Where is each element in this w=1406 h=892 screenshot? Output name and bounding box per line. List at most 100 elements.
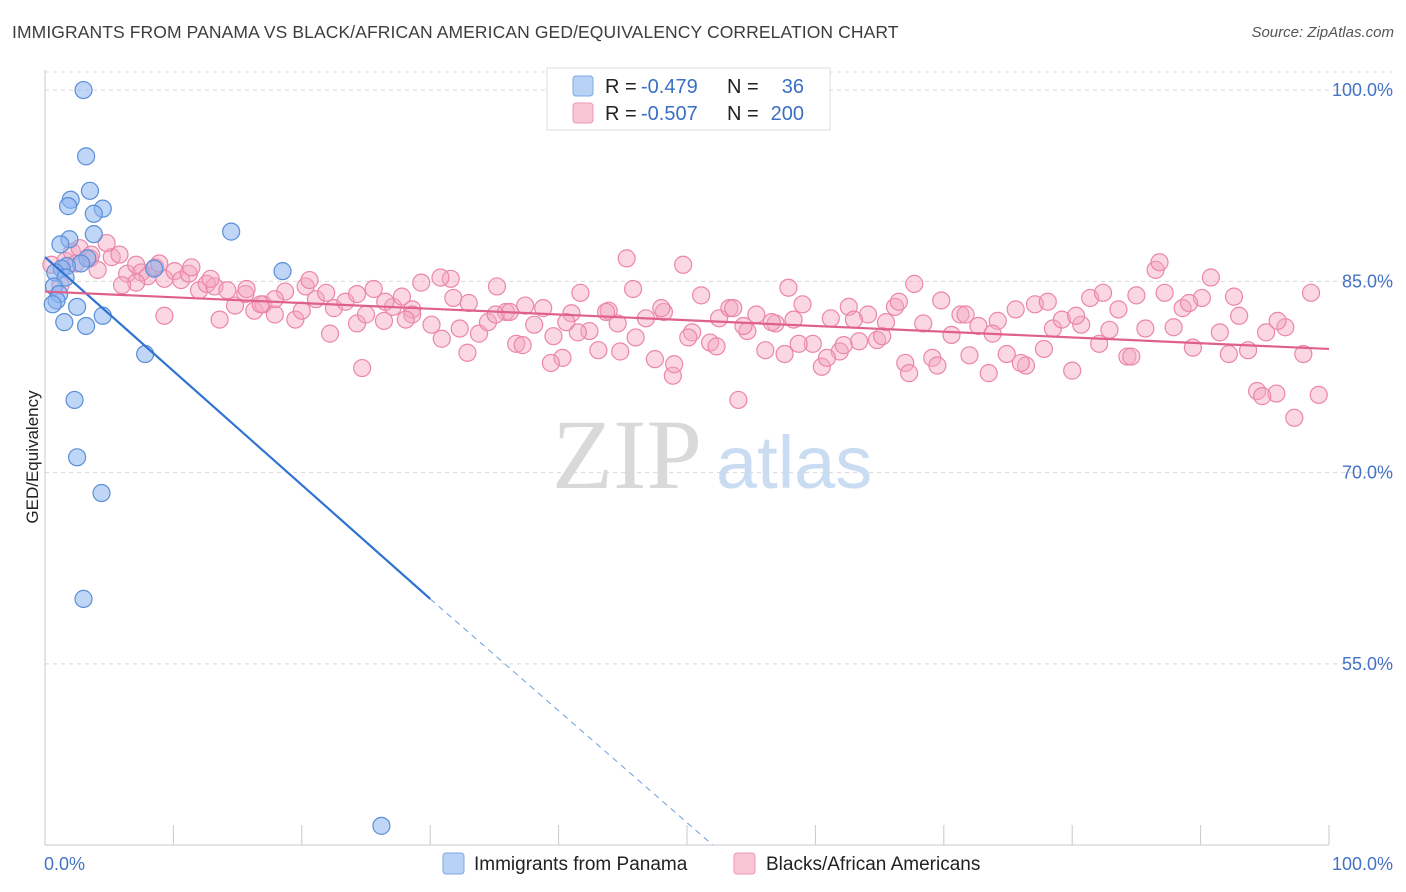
blacks-point-193 — [557, 313, 576, 332]
blacks-point-83 — [812, 357, 831, 376]
blacks-point-52 — [525, 315, 544, 334]
panama-point-29 — [67, 448, 87, 467]
blacks-point-87 — [849, 332, 869, 351]
blacks-point-20 — [218, 281, 237, 300]
blacks-point-191 — [444, 288, 463, 308]
series-legend: Immigrants from Panama Blacks/African Am… — [442, 852, 980, 875]
blacks-point-145 — [1066, 306, 1086, 325]
blacks-point-168 — [431, 268, 450, 287]
panama-point-8 — [84, 225, 103, 244]
blacks-point-159 — [679, 328, 698, 347]
blacks-point-104 — [1006, 300, 1025, 319]
panama-point-10 — [51, 235, 70, 254]
blacks-point-196 — [724, 299, 743, 318]
blacks-point-143 — [1122, 347, 1141, 366]
panama-point-0 — [74, 80, 93, 100]
blacks-point-125 — [1201, 268, 1220, 287]
source-label: Source: ZipAtlas.com — [1251, 24, 1394, 41]
blacks-point-176 — [210, 310, 229, 329]
blacks-point-110 — [1063, 361, 1082, 380]
blacks-point-140 — [1224, 287, 1244, 306]
blacks-point-186 — [201, 269, 220, 288]
blacks-point-198 — [834, 336, 853, 355]
panama-point-32 — [372, 816, 391, 835]
blacks-point-127 — [1219, 344, 1238, 364]
panama-point-23 — [67, 297, 87, 316]
blacks-point-27 — [286, 310, 305, 329]
blacks-point-178 — [155, 306, 174, 325]
panama-point-31 — [74, 589, 93, 608]
panama-point-1 — [76, 147, 96, 166]
trend-lines — [44, 256, 1330, 846]
bottom-legend-swatch-panama — [442, 852, 465, 875]
blacks-point-164 — [541, 353, 560, 373]
blacks-point-25 — [265, 305, 284, 324]
y-tick-labels: 55.0% 70.0% 85.0% 100.0% — [1332, 80, 1393, 674]
blacks-point-126 — [1210, 323, 1229, 342]
panama-point-15 — [145, 259, 164, 278]
panama-point-30 — [92, 483, 111, 503]
legend-r-value-blacks: -0.507 — [641, 103, 698, 125]
blacks-point-88 — [858, 305, 878, 324]
legend-r-value-panama: -0.479 — [641, 76, 698, 98]
blacks-point-93 — [905, 274, 924, 293]
x-tick-label-min: 0.0% — [44, 854, 85, 874]
blacks-point-56 — [562, 304, 581, 323]
panama-point-26 — [76, 316, 96, 336]
blacks-point-99 — [960, 346, 979, 365]
blacks-point-137 — [1309, 385, 1328, 404]
blacks-point-5 — [88, 260, 107, 279]
bottom-legend-label-blacks: Blacks/African Americans — [766, 854, 980, 875]
bottom-legend-label-panama: Immigrants from Panama — [474, 854, 688, 875]
chart-title: IMMIGRANTS FROM PANAMA VS BLACK/AFRICAN … — [12, 22, 899, 42]
blacks-point-68 — [674, 255, 693, 274]
blacks-point-173 — [292, 301, 311, 320]
y-tick-label-55: 55.0% — [1342, 654, 1393, 674]
blacks-point-92 — [896, 353, 915, 373]
blacks-point-73 — [720, 299, 739, 318]
blacks-point-70 — [692, 286, 711, 305]
blacks-point-177 — [182, 258, 201, 277]
blacks-point-189 — [353, 358, 372, 378]
blacks-point-48 — [487, 277, 507, 296]
blacks-point-96 — [932, 291, 951, 310]
blacks-point-175 — [237, 279, 256, 299]
blacks-point-59 — [589, 341, 608, 360]
blacks-point-97 — [942, 325, 961, 345]
blacks-point-62 — [617, 249, 636, 268]
panama-point-28 — [65, 390, 84, 410]
blacks-point-34 — [356, 305, 376, 324]
blacks-point-187 — [251, 295, 270, 314]
blacks-point-165 — [513, 336, 532, 355]
blacks-point-131 — [1256, 323, 1276, 342]
blacks-point-120 — [1155, 283, 1174, 302]
blacks-point-151 — [900, 364, 919, 383]
blacks-point-158 — [707, 337, 726, 356]
bottom-legend-swatch-blacks — [733, 852, 756, 875]
blacks-point-179 — [127, 273, 146, 292]
blacks-point-101 — [979, 364, 998, 383]
watermark-atlas: atlas — [716, 421, 872, 504]
y-tick-label-100: 100.0% — [1332, 80, 1393, 100]
blacks-point-26 — [276, 282, 295, 301]
legend-r-label-blacks: R = — [605, 103, 637, 125]
blacks-point-128 — [1230, 306, 1249, 325]
blacks-point-63 — [626, 328, 645, 347]
series-panama-points — [43, 80, 391, 835]
blacks-point-44 — [450, 319, 469, 338]
blacks-point-74 — [729, 390, 748, 410]
blacks-point-57 — [571, 283, 590, 302]
blacks-point-36 — [374, 311, 394, 330]
blacks-point-149 — [956, 305, 975, 324]
watermark-zip: ZIP — [552, 399, 702, 510]
blacks-point-105 — [1016, 356, 1036, 375]
legend-swatch-blacks — [572, 102, 594, 124]
blacks-point-84 — [821, 309, 840, 328]
legend-n-value-panama: 36 — [782, 76, 804, 98]
blacks-point-90 — [876, 313, 896, 332]
blacks-point-134 — [1285, 408, 1304, 427]
blacks-point-135 — [1294, 344, 1313, 364]
blacks-point-121 — [1164, 318, 1183, 337]
blacks-point-53 — [534, 299, 553, 318]
